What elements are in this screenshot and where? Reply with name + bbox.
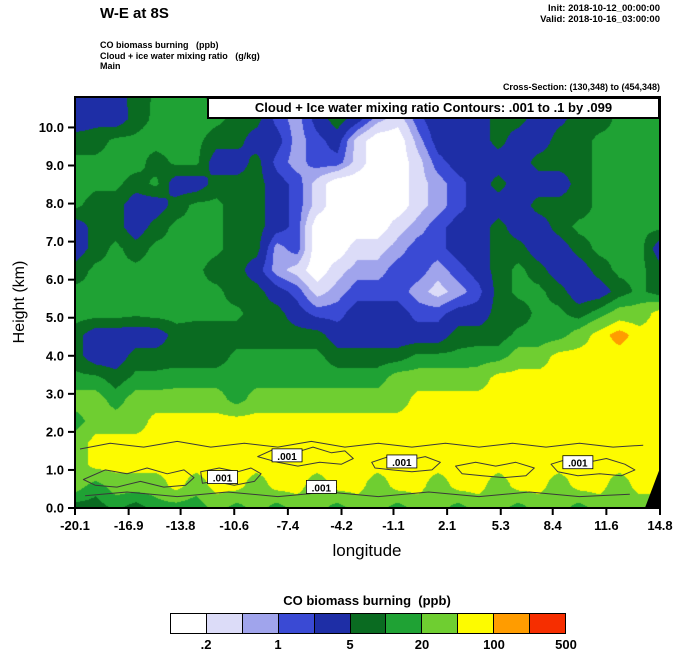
colorbar-cell: [493, 614, 530, 633]
colorbar-tick-label: 1: [274, 637, 282, 652]
x-tick-label: -13.8: [166, 518, 196, 533]
colorbar-cell: [457, 614, 494, 633]
colorbar-title: CO biomass burning (ppb): [283, 593, 451, 608]
colorbar-cell: [529, 614, 565, 633]
y-tick-label: 9.0: [46, 158, 64, 173]
y-tick-label: 4.0: [46, 348, 64, 363]
colorbar-cell: [205, 614, 242, 633]
colorbar-tick-label: 500: [555, 637, 577, 652]
field-main-label: Main: [100, 61, 121, 71]
colorbar-cell: [313, 614, 350, 633]
run-times: Init: 2018-10-12_00:00:00 Valid: 2018-10…: [540, 3, 660, 25]
colorbar-tick-label: 100: [483, 637, 505, 652]
colorbar-tick-label: .2: [200, 637, 212, 652]
y-axis-label: Height (km): [11, 260, 28, 344]
x-tick-label: -4.2: [330, 518, 352, 533]
colorbar-cell: [171, 614, 206, 633]
colorbar-cell: [241, 614, 278, 633]
colorbar-tick-label: 20: [414, 637, 430, 652]
x-tick-label: -16.9: [114, 518, 144, 533]
y-tick-label: 7.0: [46, 234, 64, 249]
x-tick-label: -1.1: [382, 518, 404, 533]
field-co-label: CO biomass burning (ppb): [100, 40, 219, 50]
x-tick-label: 11.6: [594, 518, 619, 533]
y-tick-label: 10.0: [39, 120, 64, 135]
x-tick-label: 8.4: [544, 518, 563, 533]
valid-time-label: Valid: 2018-10-16_03:00:00: [540, 14, 660, 25]
y-tick-label: 6.0: [46, 272, 64, 287]
y-tick-label: 8.0: [46, 196, 64, 211]
colorbar-cell: [349, 614, 386, 633]
colorbar: [170, 613, 566, 634]
y-tick-label: 5.0: [46, 310, 64, 325]
colorbar-cell: [277, 614, 314, 633]
plot-title: W-E at 8S: [100, 5, 169, 22]
x-tick-label: 5.3: [492, 518, 510, 533]
y-tick-label: 1.0: [46, 462, 64, 477]
x-tick-label: -7.4: [277, 518, 300, 533]
field-cloud-label: Cloud + ice water mixing ratio (g/kg): [100, 50, 260, 61]
x-axis-label: longitude: [332, 541, 402, 560]
colorbar-cell: [421, 614, 458, 633]
contour-canvas: [75, 97, 660, 508]
init-time-label: Init: 2018-10-12_00:00:00: [548, 3, 660, 14]
colorbar-tick-label: 5: [346, 637, 354, 652]
y-tick-label: 2.0: [46, 424, 64, 439]
y-tick-label: 3.0: [46, 386, 64, 401]
y-tick-label: 0.0: [46, 501, 64, 516]
contour-title-box: Cloud + Ice water mixing ratio Contours:…: [207, 97, 660, 119]
x-tick-label: 14.8: [647, 518, 672, 533]
cross-section-label: Cross-Section: (130,348) to (454,348): [502, 82, 660, 92]
colorbar-cell: [385, 614, 422, 633]
x-tick-label: 2.1: [438, 518, 456, 533]
field-list: CO biomass burning (ppb) Cloud + ice wat…: [100, 40, 260, 72]
x-tick-label: -10.6: [219, 518, 249, 533]
x-tick-label: -20.1: [60, 518, 90, 533]
